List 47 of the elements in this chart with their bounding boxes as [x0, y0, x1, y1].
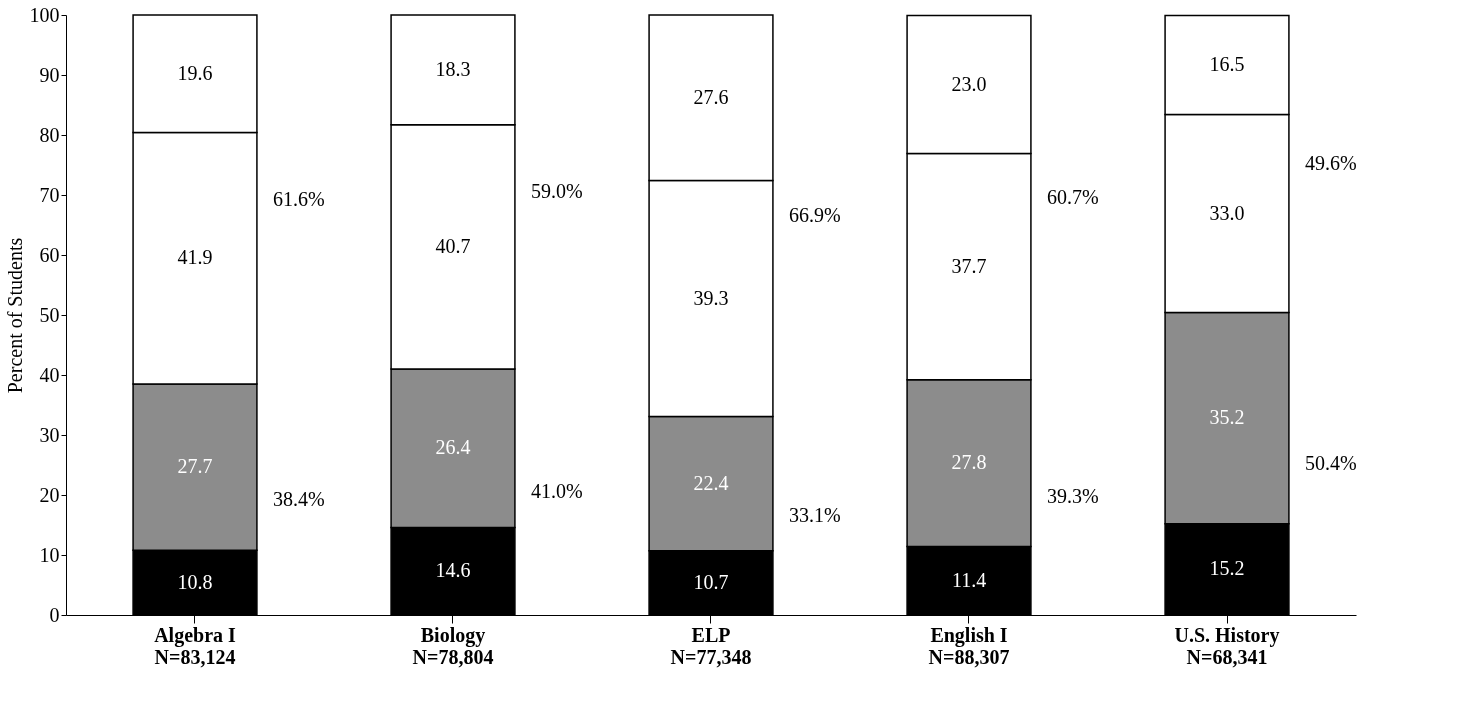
y-tick-label: 90 — [39, 63, 60, 86]
data-label: 15.2 — [1209, 557, 1245, 580]
y-tick-label: 50 — [39, 303, 60, 326]
y-tick-label: 10 — [39, 543, 60, 566]
data-label: 37.7 — [951, 254, 987, 277]
y-tick-label: 100 — [29, 3, 60, 26]
y-tick-label: 60 — [39, 243, 60, 266]
data-label: 10.7 — [693, 570, 729, 593]
y-tick-label: 80 — [39, 123, 60, 146]
data-label: 19.6 — [177, 61, 213, 84]
data-label: 22.4 — [693, 471, 729, 494]
data-label: 10.8 — [177, 570, 213, 593]
data-label: 18.3 — [435, 57, 471, 80]
data-label: 23.0 — [951, 72, 987, 95]
x-tick-label: ELP N=77,348 — [670, 623, 752, 668]
y-tick-label: 0 — [49, 603, 60, 626]
annotation: 66.9% — [789, 203, 841, 226]
y-tick-label: 20 — [39, 483, 60, 506]
data-label: 27.8 — [951, 451, 987, 474]
data-label: 35.2 — [1209, 406, 1245, 429]
x-tick-label: Biology N=78,804 — [412, 623, 494, 668]
data-label: 27.7 — [177, 455, 213, 478]
x-tick-label: U.S. History N=68,341 — [1174, 623, 1280, 668]
annotation: 60.7% — [1047, 185, 1099, 208]
y-tick-label: 30 — [39, 423, 60, 446]
y-tick-label: 40 — [39, 363, 60, 386]
annotation: 59.0% — [531, 180, 583, 202]
annotation: 33.1% — [789, 503, 841, 526]
annotation: 61.6% — [273, 187, 325, 210]
x-tick-label: English I N=88,307 — [928, 623, 1010, 668]
data-label: 11.4 — [951, 568, 987, 591]
data-label: 14.6 — [435, 559, 471, 582]
annotation: 39.3% — [1047, 485, 1099, 508]
data-label: 41.9 — [177, 246, 213, 269]
data-label: 26.4 — [435, 436, 471, 459]
annotation: 50.4% — [1305, 451, 1357, 474]
annotation: 49.6% — [1305, 152, 1357, 175]
annotation: 38.4% — [273, 487, 325, 510]
data-label: 33.0 — [1209, 201, 1245, 224]
y-tick-label: 70 — [39, 183, 60, 206]
data-label: 27.6 — [693, 85, 729, 108]
y-axis-title: Percent of Students — [3, 237, 26, 394]
data-label: 16.5 — [1209, 53, 1245, 76]
data-label: 39.3 — [693, 286, 729, 309]
data-label: 40.7 — [435, 234, 471, 257]
x-tick-label: Algebra I N=83,124 — [154, 623, 237, 668]
annotation: 41.0% — [531, 480, 583, 502]
